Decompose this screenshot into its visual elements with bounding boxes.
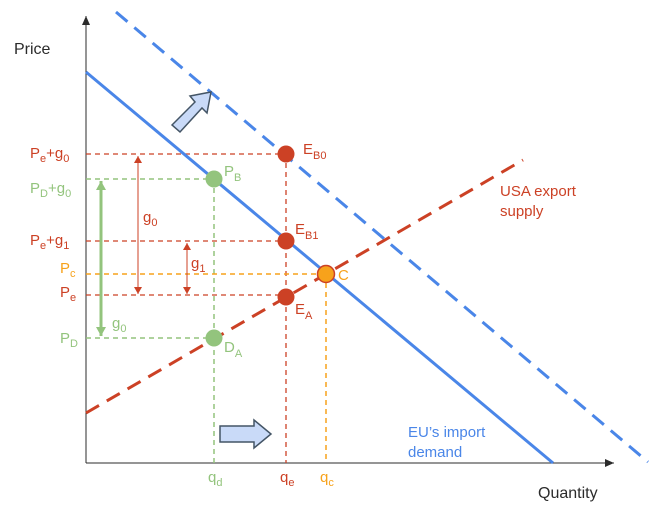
label-qd: qd xyxy=(208,469,222,489)
label-eb1: EB1 xyxy=(295,221,318,242)
eu-demand-shifted-line xyxy=(115,10,649,464)
point-ea xyxy=(277,288,295,306)
label-g1-red: g1 xyxy=(191,255,205,275)
label-pb: PB xyxy=(224,163,241,184)
point-c xyxy=(316,264,336,284)
label-qc: qc xyxy=(320,469,334,489)
y-axis-label: Price xyxy=(14,41,51,58)
label-g0-green: g0 xyxy=(112,315,126,335)
usa-supply-label-line2: supply xyxy=(500,203,544,220)
label-qe: qe xyxy=(280,469,294,489)
x-axis-label: Quantity xyxy=(538,485,598,502)
point-eb1 xyxy=(277,232,295,250)
usa-supply-label-line1: USA export xyxy=(500,183,577,200)
usa-supply-line xyxy=(85,158,524,415)
eu-demand-label-line1: EU’s import xyxy=(408,424,486,441)
label-ea: EA xyxy=(295,301,313,322)
label-eb0: EB0 xyxy=(303,141,326,162)
label-g0-red: g0 xyxy=(143,209,157,229)
label-pe: Pe xyxy=(60,284,76,304)
point-eb0 xyxy=(277,145,295,163)
point-pb xyxy=(205,170,223,188)
label-pd: PD xyxy=(60,330,78,350)
label-pd-g0: PD+g0 xyxy=(30,180,71,200)
shift-right-arrow-icon xyxy=(219,418,273,450)
label-pe-g0: Pe+g0 xyxy=(30,145,69,165)
label-pc: Pc xyxy=(60,260,76,280)
point-da xyxy=(205,329,223,347)
eu-demand-label-line2: demand xyxy=(408,444,462,461)
label-pe-g1: Pe+g1 xyxy=(30,232,69,252)
label-c: C xyxy=(338,267,349,284)
shift-up-arrow-icon xyxy=(170,91,212,134)
label-da: DA xyxy=(224,339,243,360)
